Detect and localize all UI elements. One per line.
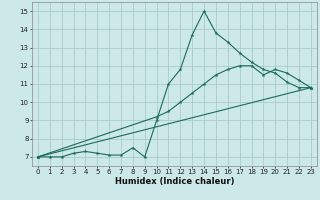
X-axis label: Humidex (Indice chaleur): Humidex (Indice chaleur) — [115, 177, 234, 186]
